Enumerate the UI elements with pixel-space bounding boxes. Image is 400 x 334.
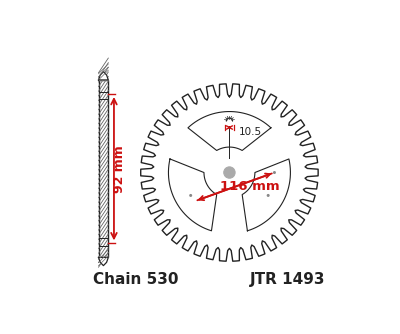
Circle shape — [265, 192, 272, 199]
Circle shape — [161, 104, 298, 241]
Polygon shape — [188, 112, 271, 151]
Polygon shape — [98, 258, 108, 266]
Text: JTR 1493: JTR 1493 — [250, 272, 326, 287]
Polygon shape — [242, 159, 290, 231]
Polygon shape — [141, 84, 318, 261]
Polygon shape — [168, 159, 217, 231]
Polygon shape — [98, 72, 108, 80]
Text: Chain 530: Chain 530 — [93, 272, 179, 287]
Circle shape — [267, 194, 270, 197]
Circle shape — [228, 126, 231, 129]
Bar — [98, 80, 108, 258]
Circle shape — [187, 192, 194, 199]
Circle shape — [226, 124, 233, 131]
Circle shape — [138, 81, 321, 264]
Text: 10.5: 10.5 — [239, 127, 262, 137]
Circle shape — [189, 194, 192, 197]
Text: 116 mm: 116 mm — [220, 180, 280, 193]
Text: 92 mm: 92 mm — [113, 145, 126, 192]
Circle shape — [215, 158, 244, 187]
Circle shape — [271, 169, 278, 176]
Circle shape — [273, 171, 276, 174]
Circle shape — [224, 167, 235, 178]
